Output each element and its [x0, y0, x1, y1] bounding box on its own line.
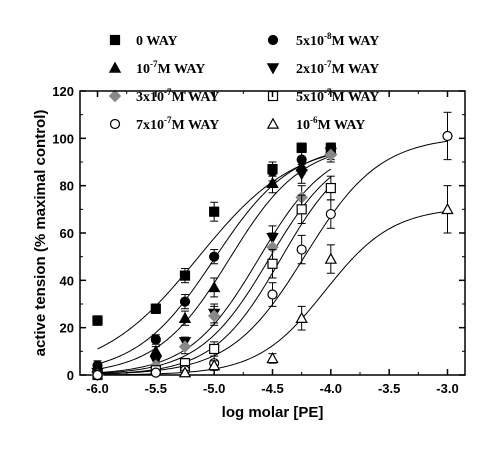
legend-marker: [266, 63, 280, 75]
data-point: [209, 251, 220, 262]
series-7: [178, 185, 454, 378]
legend-entry-7: 10-6M WAY: [266, 115, 365, 133]
x-tick-label: -3.0: [436, 381, 458, 396]
x-tick-label: -3.5: [378, 381, 400, 396]
data-point: [178, 311, 192, 323]
legend-label: 10-6M WAY: [296, 115, 365, 133]
y-tick-label: 80: [60, 179, 74, 194]
data-point: [296, 142, 307, 153]
series-6: [92, 111, 453, 381]
legend-marker: [108, 89, 122, 103]
data-point: [178, 340, 192, 353]
data-points: [91, 111, 454, 382]
data-point: [178, 366, 192, 378]
data-point: [295, 311, 308, 323]
legend-entry-6: 7x10-7M WAY: [109, 115, 219, 133]
legend-label: 10-7M WAY: [136, 59, 205, 77]
fit-curve-4: [97, 176, 332, 374]
legend-label: 2x10-7M WAY: [296, 59, 379, 77]
data-point: [267, 258, 278, 269]
series-1: [92, 142, 336, 371]
legend: 0 WAY 5x10-8M WAY 10-7M WAY 2x10-7M WAY 3x10…: [108, 31, 379, 133]
x-tick-label: -5.0: [203, 381, 225, 396]
data-point: [266, 176, 279, 189]
data-point: [209, 206, 220, 217]
data-point: [295, 169, 308, 181]
data-point: [267, 289, 278, 300]
data-point: [324, 252, 338, 264]
legend-marker: [109, 34, 121, 46]
legend-entry-3: 2x10-7M WAY: [266, 59, 379, 77]
legend-label: 0 WAY: [136, 34, 178, 49]
x-tick-label: -4.5: [261, 381, 283, 396]
legend-label: 5x10-7M WAY: [296, 87, 379, 105]
data-point: [150, 367, 161, 378]
data-point: [324, 148, 338, 162]
data-point: [209, 343, 220, 355]
x-axis-title: log molar [PE]: [222, 404, 324, 421]
y-tick-label: 0: [67, 368, 74, 383]
y-tick-label: 100: [52, 131, 74, 146]
legend-marker: [109, 118, 121, 130]
legend-entry-5: 5x10-7M WAY: [267, 87, 379, 105]
data-point: [325, 208, 336, 220]
x-tick-label: -6.0: [86, 381, 108, 396]
data-point: [296, 204, 307, 215]
legend-entry-4: 3x10-7M WAY: [108, 87, 219, 105]
data-point: [207, 309, 221, 323]
data-point: [207, 281, 221, 293]
data-point: [179, 270, 191, 281]
y-tick-label: 120: [52, 84, 74, 99]
data-point: [441, 202, 454, 215]
x-tick-label: -5.5: [145, 381, 167, 396]
axes: -6.0 -5.5 -5.0 -4.5 -4.0 -3.5 -3.0 0 20 40 60 80 100…: [52, 84, 466, 396]
y-tick-label: 40: [60, 273, 74, 288]
data-point: [266, 352, 279, 364]
data-point: [150, 334, 161, 345]
fit-curve-0: [97, 154, 331, 350]
legend-marker: [266, 117, 280, 129]
data-point: [179, 296, 191, 307]
legend-marker: [267, 34, 279, 46]
y-tick-label: 60: [60, 226, 74, 241]
legend-entry-0: 0 WAY: [109, 34, 178, 49]
x-tick-label: -4.0: [320, 381, 342, 396]
data-point: [207, 359, 221, 371]
data-point: [150, 303, 161, 314]
legend-label: 3x10-7M WAY: [136, 87, 219, 105]
y-tick-label: 20: [60, 321, 74, 336]
data-point: [325, 182, 336, 194]
y-axis-title: active tension (% maximal control): [32, 110, 49, 357]
legend-label: 5x10-8M WAY: [296, 31, 379, 49]
legend-entry-2: 10-7M WAY: [108, 59, 205, 77]
data-point: [92, 315, 103, 326]
data-point: [296, 244, 307, 255]
data-point: [442, 130, 453, 142]
data-point: [92, 369, 103, 381]
data-point: [149, 344, 163, 357]
legend-label: 7x10-7M WAY: [136, 115, 219, 133]
legend-entry-1: 5x10-8M WAY: [267, 31, 379, 49]
legend-marker: [108, 61, 122, 73]
